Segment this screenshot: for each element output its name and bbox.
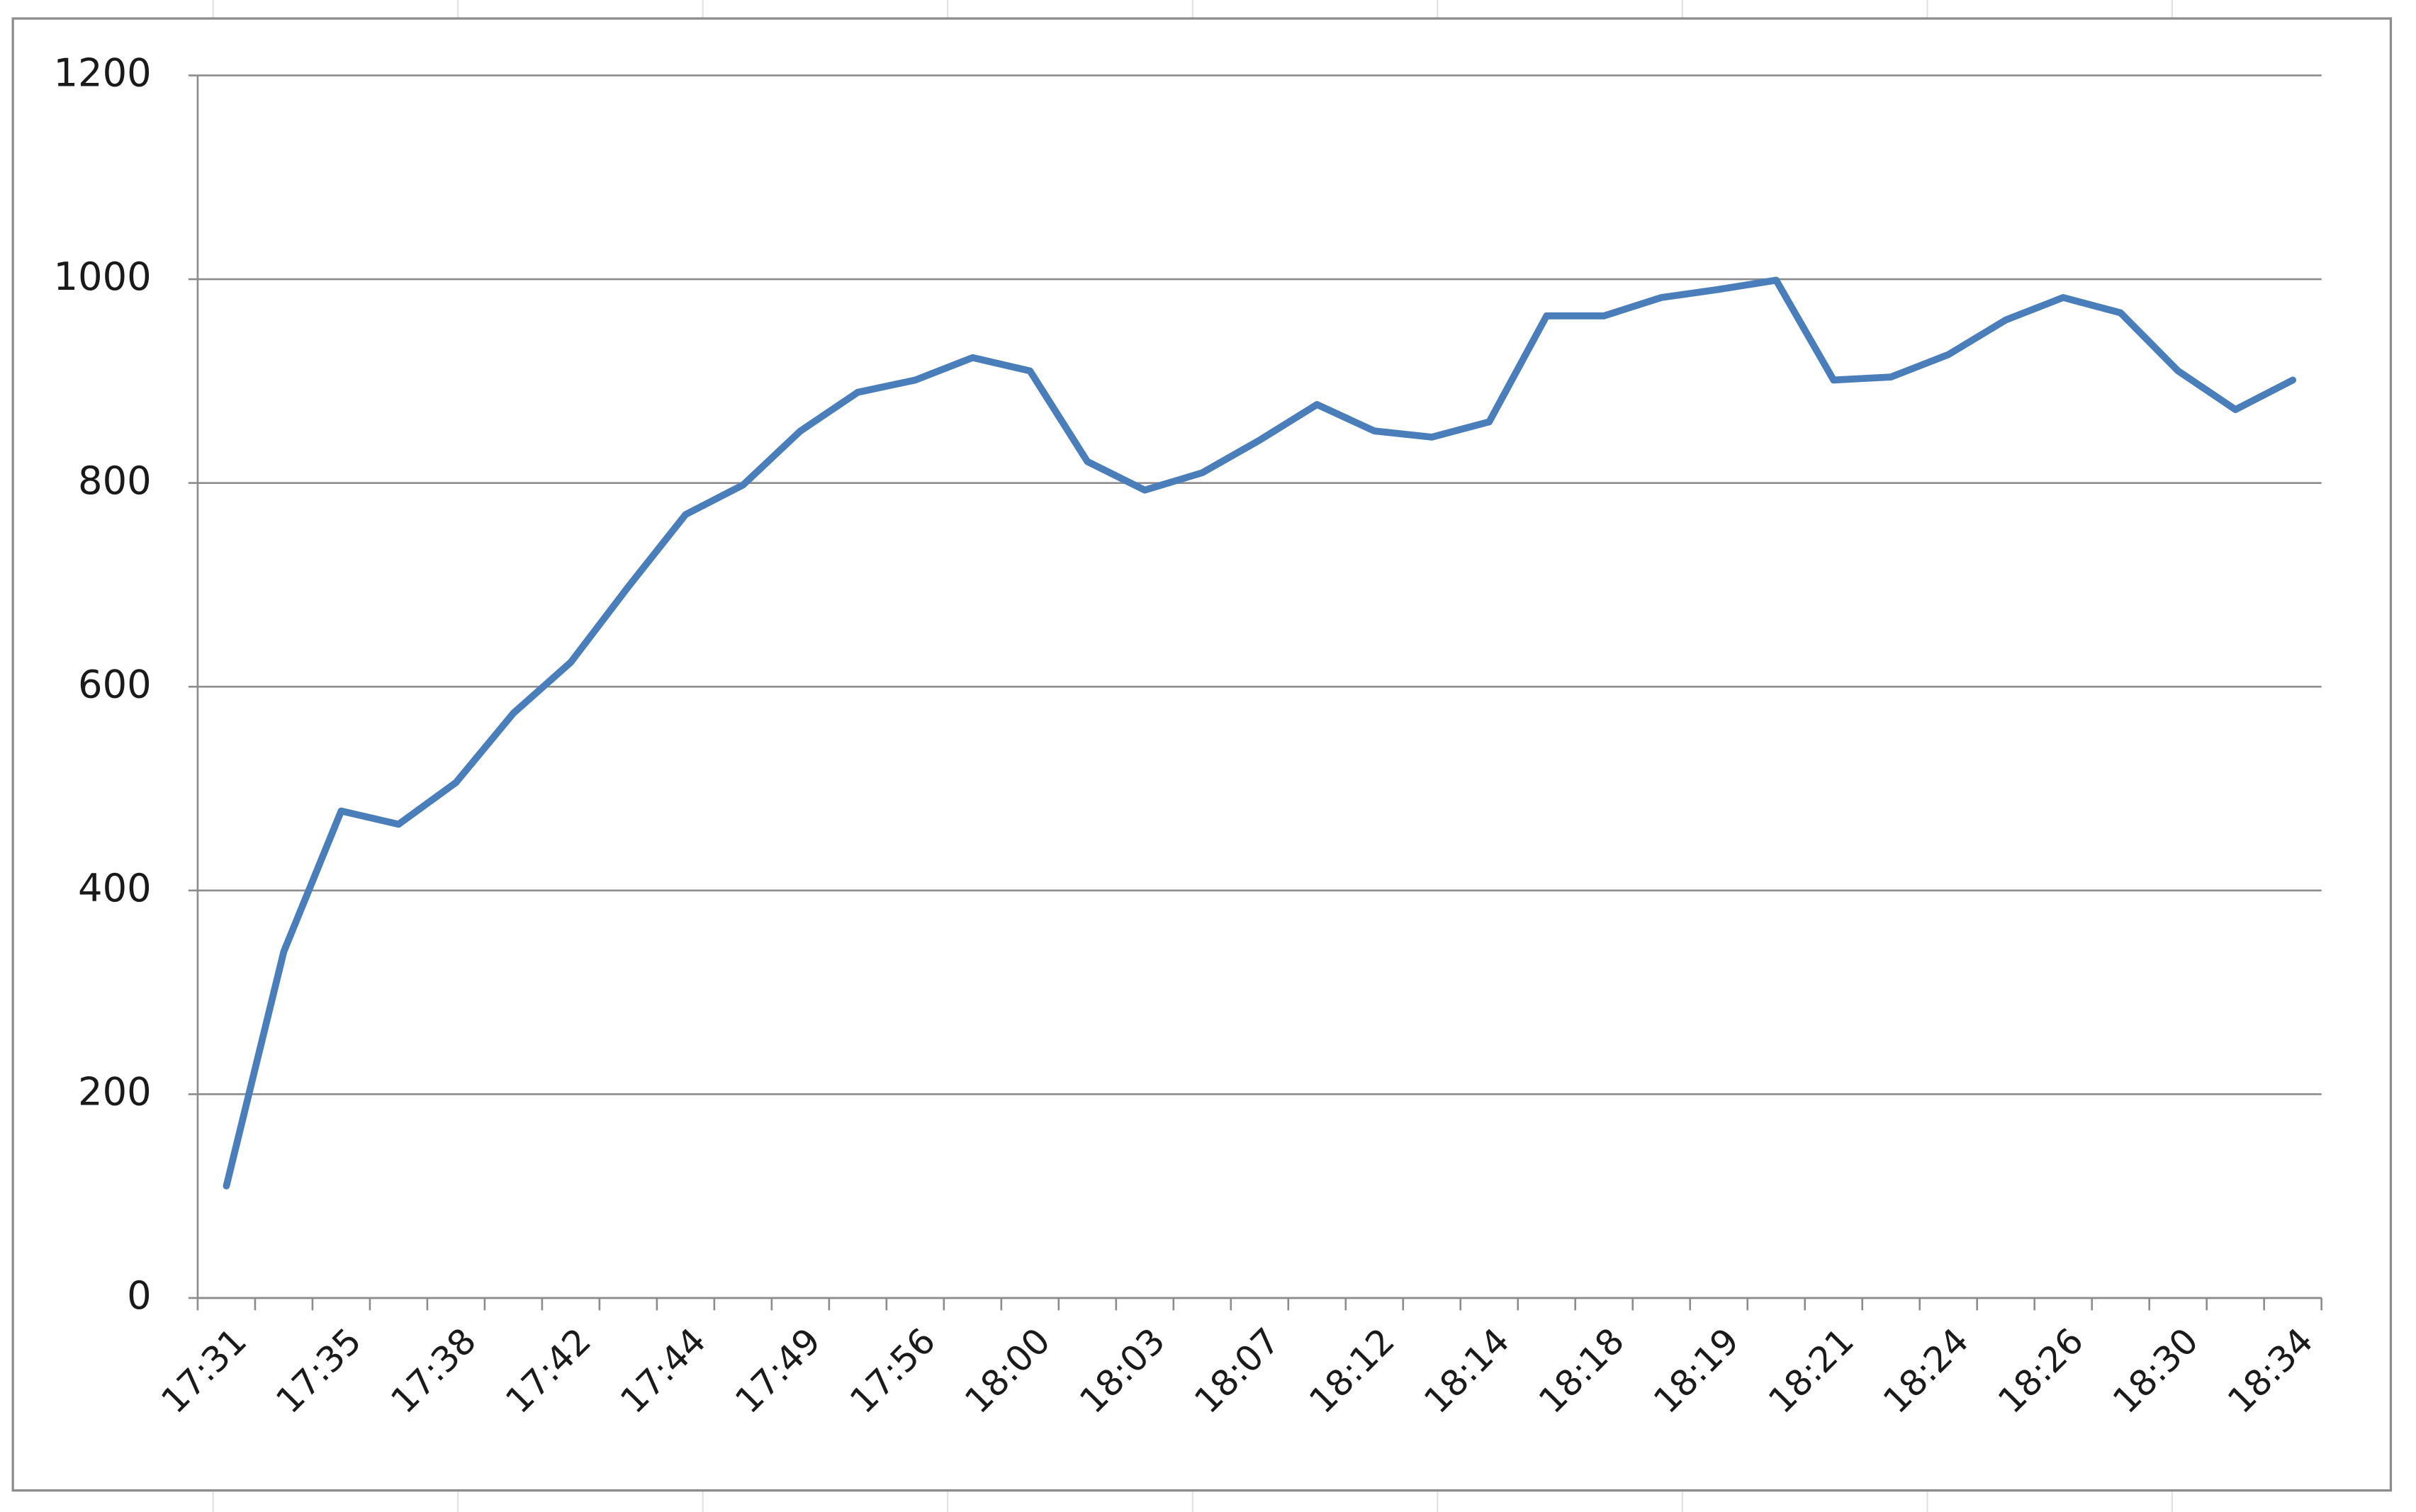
line-series: [223, 276, 2297, 1190]
y-tick-label: 1200: [54, 51, 152, 96]
y-tick-label: 200: [78, 1069, 152, 1114]
y-tick-label: 800: [78, 458, 152, 503]
y-tick-label: 0: [127, 1273, 152, 1318]
chart-frame: [11, 17, 2393, 1492]
y-tick-label: 1000: [54, 254, 152, 299]
y-tick-label: 400: [78, 866, 152, 910]
y-tick-label: 600: [78, 662, 152, 706]
